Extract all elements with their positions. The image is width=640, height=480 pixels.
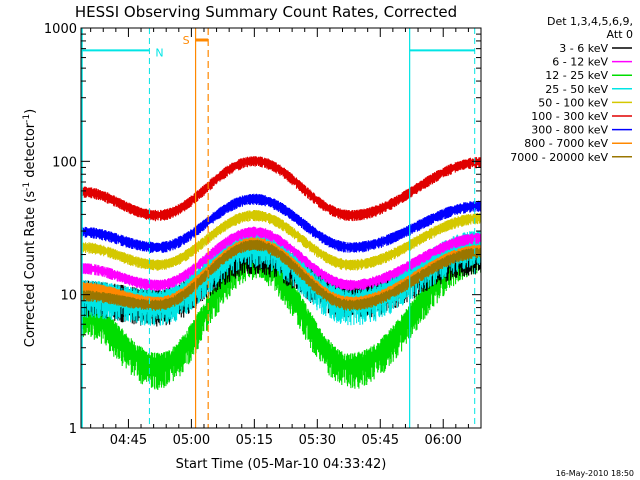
annotation-layer: NS xyxy=(81,28,476,428)
footer-date: 16-May-2010 18:50 xyxy=(556,469,634,478)
x-tick-label: 05:00 xyxy=(173,433,210,448)
x-tick-label: 06:00 xyxy=(424,433,461,448)
plot-frame xyxy=(80,27,482,429)
y-tick-label: 100 xyxy=(52,155,77,170)
y-tick-label: 1000 xyxy=(44,22,77,37)
x-tick-label: 05:45 xyxy=(362,433,399,448)
legend-label: 3 - 6 keV xyxy=(559,42,608,55)
y-axis-label-sup1: -1 xyxy=(22,182,32,191)
legend-label: 7000 - 20000 keV xyxy=(510,151,608,164)
x-tick-label: 05:30 xyxy=(299,433,336,448)
y-axis-label-sup2: -1 xyxy=(22,114,32,123)
legend-label: 300 - 800 keV xyxy=(531,124,608,137)
x-axis-label: Start Time (05-Mar-10 04:33:42) xyxy=(176,457,387,472)
legend-header-2: Att 0 xyxy=(607,28,633,41)
legend-header-1: Det 1,3,4,5,6,9, xyxy=(547,15,633,28)
legend-label: 50 - 100 keV xyxy=(538,96,608,109)
y-axis-label-part2: detector xyxy=(23,122,38,182)
y-axis: 1 10 100 1000 xyxy=(44,22,481,437)
night-label: N xyxy=(155,46,163,59)
x-axis: 04:45 05:00 05:15 05:30 05:45 06:00 xyxy=(90,28,469,448)
y-tick-label: 10 xyxy=(60,289,77,304)
y-axis-label: Corrected Count Rate (s-1 detector-1) xyxy=(22,109,38,347)
series-layer xyxy=(81,156,481,390)
x-tick-label: 04:45 xyxy=(110,433,147,448)
legend-label: 6 - 12 keV xyxy=(552,56,608,69)
y-tick-label: 1 xyxy=(69,422,77,437)
legend-label: 25 - 50 keV xyxy=(545,83,608,96)
legend-label: 100 - 300 keV xyxy=(531,110,608,123)
legend-label: 12 - 25 keV xyxy=(545,69,608,82)
saa-label: S xyxy=(183,34,190,47)
chart-title: HESSI Observing Summary Count Rates, Cor… xyxy=(75,3,457,21)
legend-label: 800 - 7000 keV xyxy=(524,137,608,150)
y-axis-label-part3: ) xyxy=(23,109,38,114)
y-axis-label-part1: Corrected Count Rate (s xyxy=(23,191,38,348)
x-tick-label: 05:15 xyxy=(236,433,273,448)
